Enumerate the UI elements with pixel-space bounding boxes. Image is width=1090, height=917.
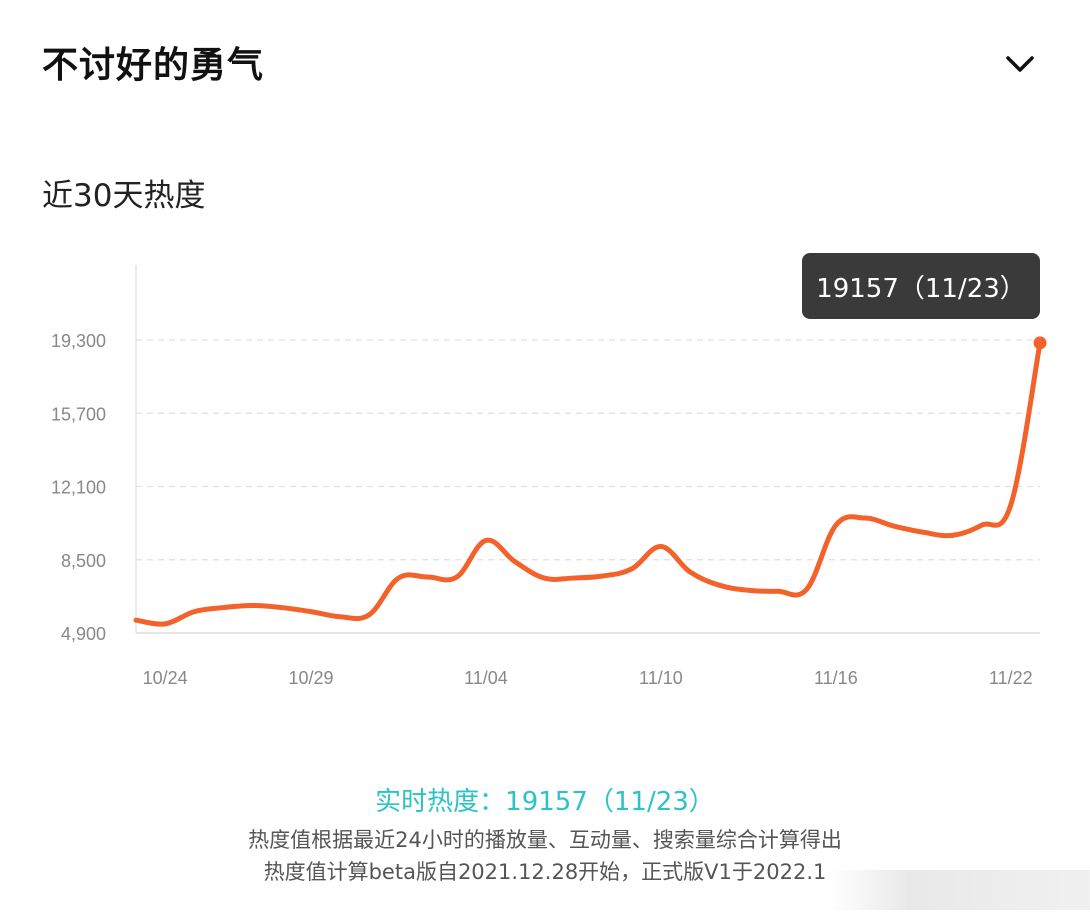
- highlight-point[interactable]: [1033, 336, 1047, 350]
- y-tick-label: 4,900: [61, 624, 106, 644]
- drama-title: 不讨好的勇气: [42, 45, 265, 86]
- footer: 实时热度：19157（11/23） 热度值根据最近24小时的播放量、互动量、搜索…: [0, 780, 1090, 888]
- watermark-overlay: [830, 870, 1090, 910]
- header: 不讨好的勇气: [0, 0, 1090, 130]
- chevron-down-icon[interactable]: [1000, 44, 1040, 84]
- y-tick-label: 12,100: [51, 478, 106, 498]
- x-tick-label: 11/22: [989, 668, 1033, 688]
- value-tooltip: 19157（11/23）: [802, 253, 1040, 319]
- x-tick-label: 11/10: [639, 668, 683, 688]
- y-tick-label: 15,700: [51, 404, 106, 424]
- x-tick-label: 10/24: [143, 668, 188, 688]
- note-line-1: 热度值根据最近24小时的播放量、互动量、搜索量综合计算得出: [248, 828, 842, 852]
- y-tick-label: 8,500: [61, 551, 106, 571]
- chart-title: 近30天热度: [42, 178, 206, 214]
- series-line: [133, 340, 1043, 627]
- realtime-heat: 实时热度：19157（11/23）: [375, 787, 715, 817]
- note-line-2: 热度值计算beta版自2021.12.28开始，正式版V1于2022.1: [263, 860, 827, 884]
- x-tick-label: 10/29: [288, 668, 333, 688]
- y-tick-label: 19,300: [51, 331, 106, 351]
- x-tick-label: 11/04: [464, 668, 508, 688]
- x-tick-label: 11/16: [814, 668, 858, 688]
